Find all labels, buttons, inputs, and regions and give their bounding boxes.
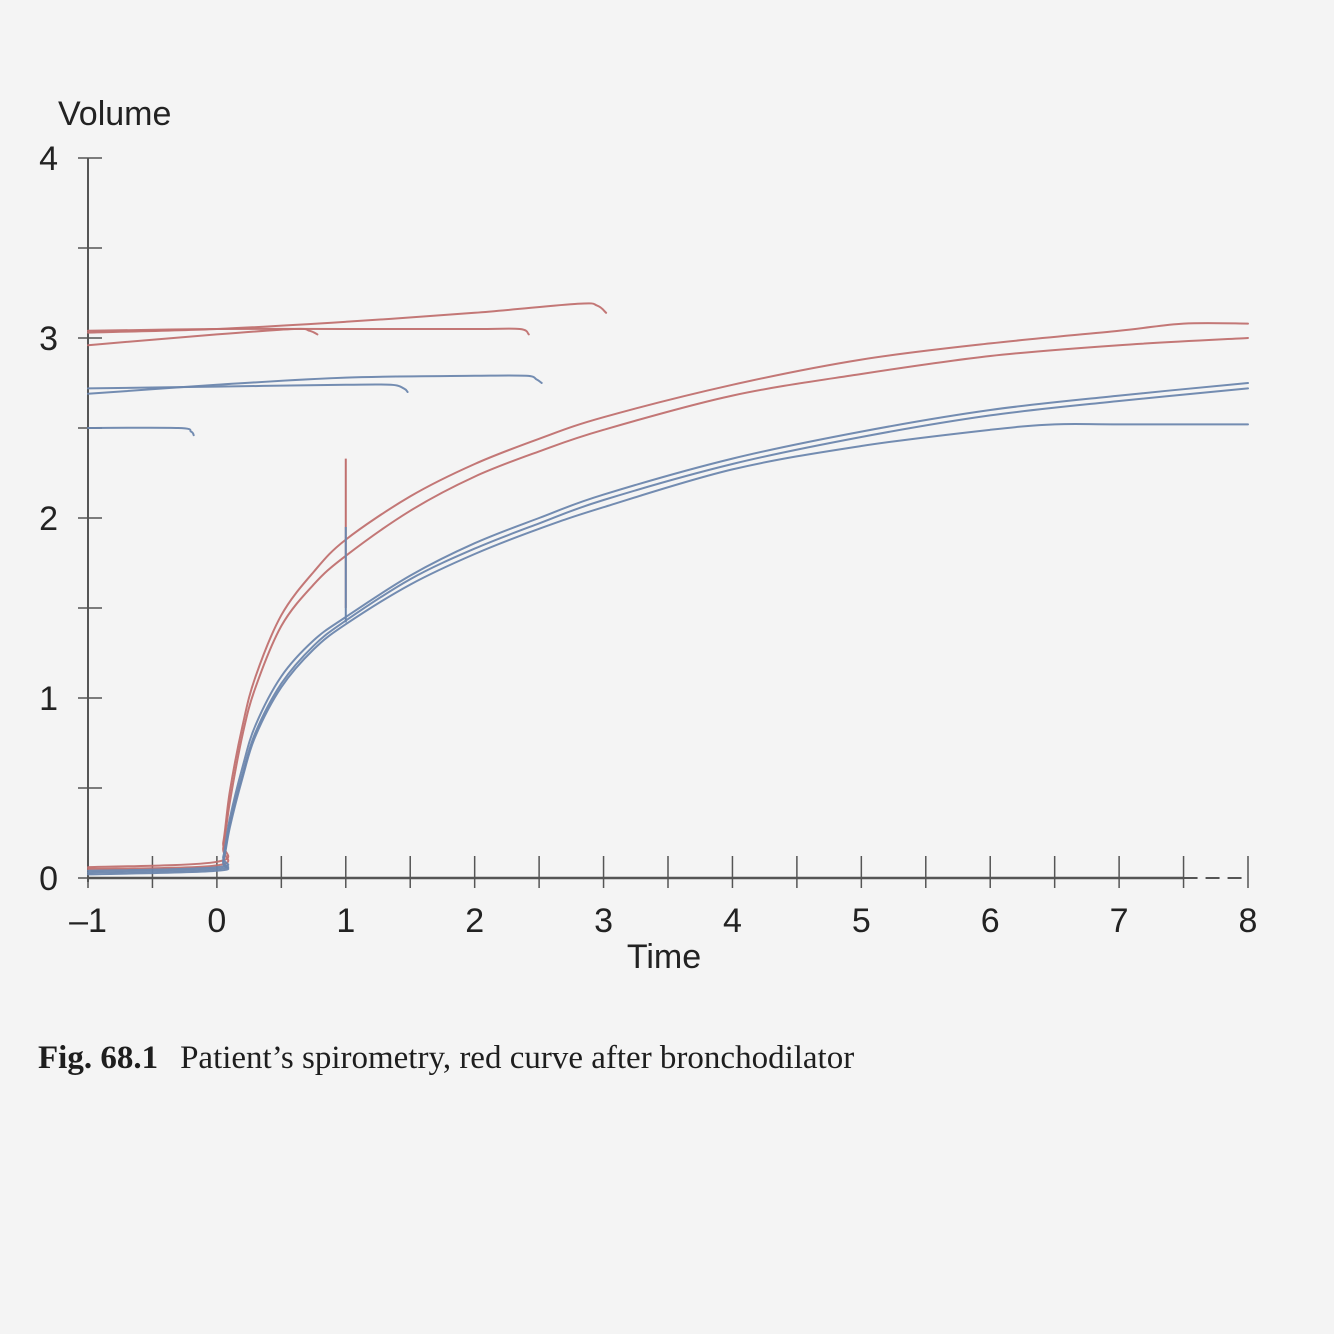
x-tick-label: –1 xyxy=(69,902,107,940)
x-tick-label: 1 xyxy=(336,902,355,940)
blue-curve-3 xyxy=(87,382,1249,872)
y-tick-label: 1 xyxy=(39,680,58,718)
blue-curve-4 xyxy=(87,387,1249,874)
y-tick-label: 3 xyxy=(39,320,58,358)
x-tick-label: 0 xyxy=(207,902,226,940)
x-tick-label: 8 xyxy=(1239,902,1258,940)
blue-curve-5 xyxy=(87,423,1249,876)
red-curve-2 xyxy=(87,337,1249,870)
x-tick-label: 6 xyxy=(981,902,1000,940)
blue-curve-10 xyxy=(87,383,409,393)
chart-labels: Volume Time xyxy=(58,95,701,976)
x-tick-label: 7 xyxy=(1110,902,1129,940)
figure-number: Fig. 68.1 xyxy=(38,1040,159,1076)
y-axis-label: Volume xyxy=(58,95,171,133)
x-tick-label: 3 xyxy=(594,902,613,940)
chart-series-layer xyxy=(87,302,1249,876)
figure-caption: Fig. 68.1 Patient’s spirometry, red curve… xyxy=(38,1040,854,1077)
red-curve-7 xyxy=(87,327,530,336)
blue-curve-11 xyxy=(87,426,195,437)
x-tick-label: 5 xyxy=(852,902,871,940)
x-axis-label: Time xyxy=(627,938,701,976)
chart-axes: 0 1 2 3 4 –1 0 1 2 3 4 5 6 7 8 xyxy=(39,140,1257,940)
spirometry-chart: 0 1 2 3 4 –1 0 1 2 3 4 5 6 7 8 Volume Time xyxy=(39,95,1257,976)
figure-caption-text: Patient’s spirometry, red curve after br… xyxy=(180,1040,855,1076)
x-tick-label: 2 xyxy=(465,902,484,940)
y-tick-label: 2 xyxy=(39,500,58,538)
y-tick-label: 4 xyxy=(39,140,58,178)
red-curve-1 xyxy=(87,322,1249,869)
red-curve-8 xyxy=(87,327,319,347)
blue-curve-9 xyxy=(87,374,543,395)
y-tick-label: 0 xyxy=(39,860,58,898)
x-tick-label: 4 xyxy=(723,902,742,940)
